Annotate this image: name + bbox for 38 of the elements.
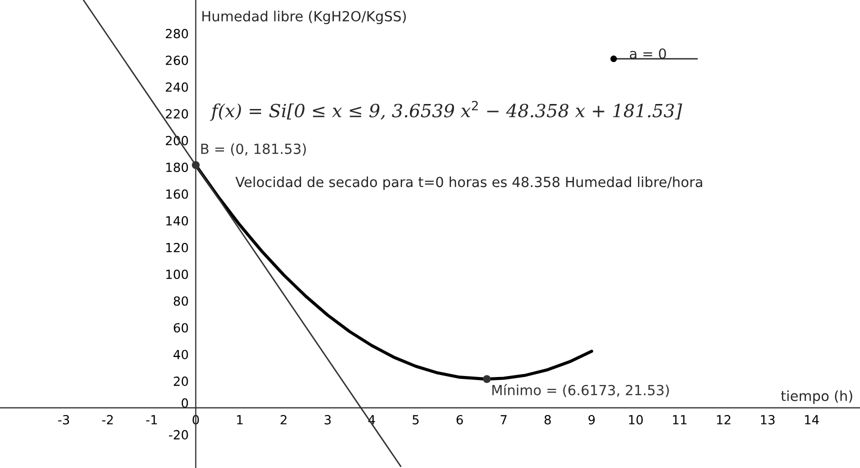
annotation: B = (0, 181.53) xyxy=(201,143,306,156)
x-tick-label: 6 xyxy=(456,414,463,424)
y-tick-label: 60 xyxy=(174,323,188,333)
x-tick-label: 9 xyxy=(588,414,595,424)
y-tick-label: 280 xyxy=(166,28,188,38)
y-tick-label: 220 xyxy=(166,109,188,119)
y-tick-label: 80 xyxy=(174,296,188,306)
x-tick-label: 7 xyxy=(500,415,507,424)
y-tick-label: 20 xyxy=(174,376,188,386)
x-tick-label: -2 xyxy=(102,414,113,424)
y-tick-label: 100 xyxy=(166,270,188,280)
x-tick-label: 2 xyxy=(280,414,286,424)
x-tick-label: 12 xyxy=(717,414,730,424)
x-tick-label: 8 xyxy=(544,414,551,424)
annotation: f(x) = Si[0 ≤ x ≤ 9, 3.6539 x$^{2}$ − 48.358 x + 181.53] xyxy=(210,100,682,121)
x-tick-label: -1 xyxy=(146,415,157,424)
y-tick-label: 160 xyxy=(166,189,188,199)
y-tick-label: 140 xyxy=(166,216,188,226)
y-tick-label: 240 xyxy=(166,82,188,92)
x-tick-label: 1 xyxy=(237,415,243,424)
x-axis-title: tiempo (h) xyxy=(781,390,852,404)
x-tick-label: 13 xyxy=(761,414,775,424)
y-tick-label: 120 xyxy=(166,242,188,252)
x-tick-label: 5 xyxy=(412,415,419,424)
x-tick-label: 11 xyxy=(673,415,686,424)
x-tick-label: -3 xyxy=(58,414,70,424)
y-tick-label: 180 xyxy=(166,162,188,172)
y-axis-title: Humedad libre (KgH2O/KgSS) xyxy=(202,10,406,24)
annotation: Velocidad de secado para t=0 horas es 48.358 Humedad libre/hora xyxy=(235,176,702,190)
y-tick-label: 0 xyxy=(182,398,188,408)
annotation: a = 0 xyxy=(630,48,666,59)
x-tick-label: 3 xyxy=(324,414,331,424)
x-tick-label: 14 xyxy=(805,415,819,424)
y-tick-label: 40 xyxy=(174,350,188,360)
y-tick-label: -20 xyxy=(169,430,188,440)
y-tick-label: 260 xyxy=(166,56,188,66)
annotation: Mínimo = (6.6173, 21.53) xyxy=(492,384,669,397)
x-tick-label: 10 xyxy=(629,414,643,424)
